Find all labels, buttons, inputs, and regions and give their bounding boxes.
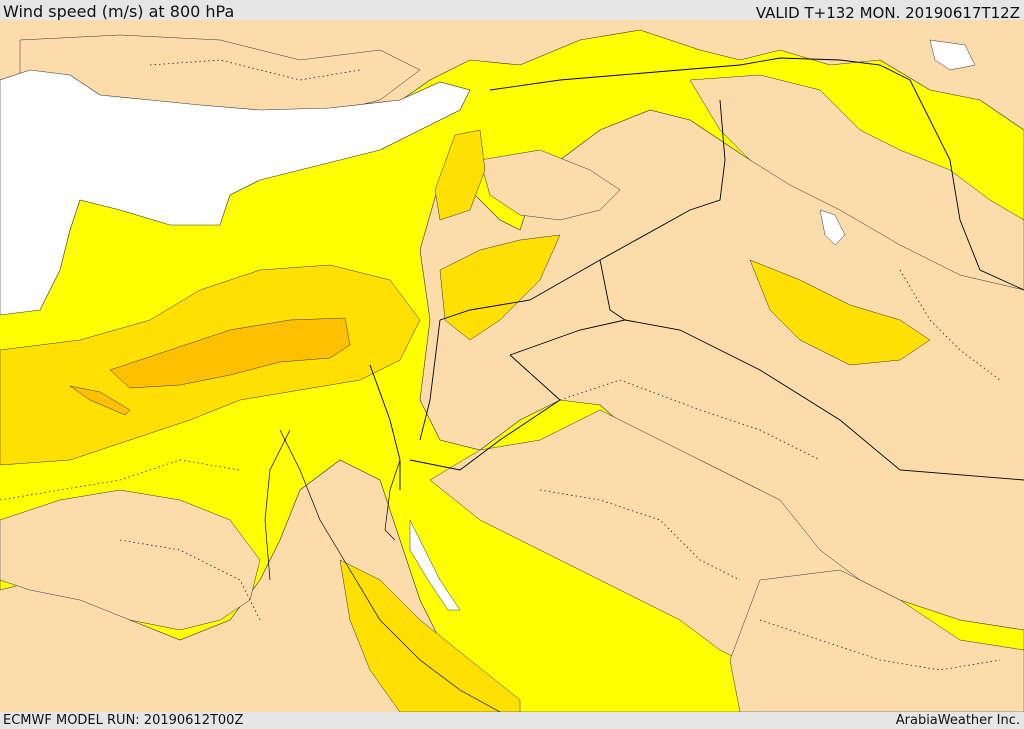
strong-wind-core <box>109 317 351 389</box>
moderate-wind-redsea <box>339 559 521 712</box>
country-borders <box>369 57 1024 490</box>
calm-patch-east <box>689 74 1024 291</box>
footer-bar <box>0 712 1024 729</box>
credit-label: ArabiaWeather Inc. <box>895 713 1020 728</box>
calm-patch-egypt <box>0 489 261 631</box>
model-run-label: ECMWF MODEL RUN: 20190612T00Z <box>3 713 244 728</box>
coastlines <box>264 429 501 712</box>
sea-mask-lake <box>819 209 846 246</box>
admin-boundaries <box>0 59 1001 671</box>
calm-patch-levant <box>479 149 621 221</box>
valid-time-label: VALID T+132 MON. 20190617T12Z <box>755 4 1020 22</box>
moderate-wind-syria <box>434 129 486 221</box>
strong-wind-west <box>69 385 131 416</box>
moderate-wind-levant <box>439 234 561 341</box>
sea-mask-mediterranean <box>0 69 471 316</box>
calm-patch-south-east <box>729 569 1024 712</box>
sea-mask-gulf-aqaba <box>409 519 461 611</box>
header-bar <box>0 0 1024 20</box>
wind-speed-map[interactable] <box>0 20 1024 712</box>
sea-mask-caspian <box>929 39 976 71</box>
map-title: Wind speed (m/s) at 800 hPa <box>3 2 235 21</box>
moderate-wind-iraq <box>749 259 931 366</box>
